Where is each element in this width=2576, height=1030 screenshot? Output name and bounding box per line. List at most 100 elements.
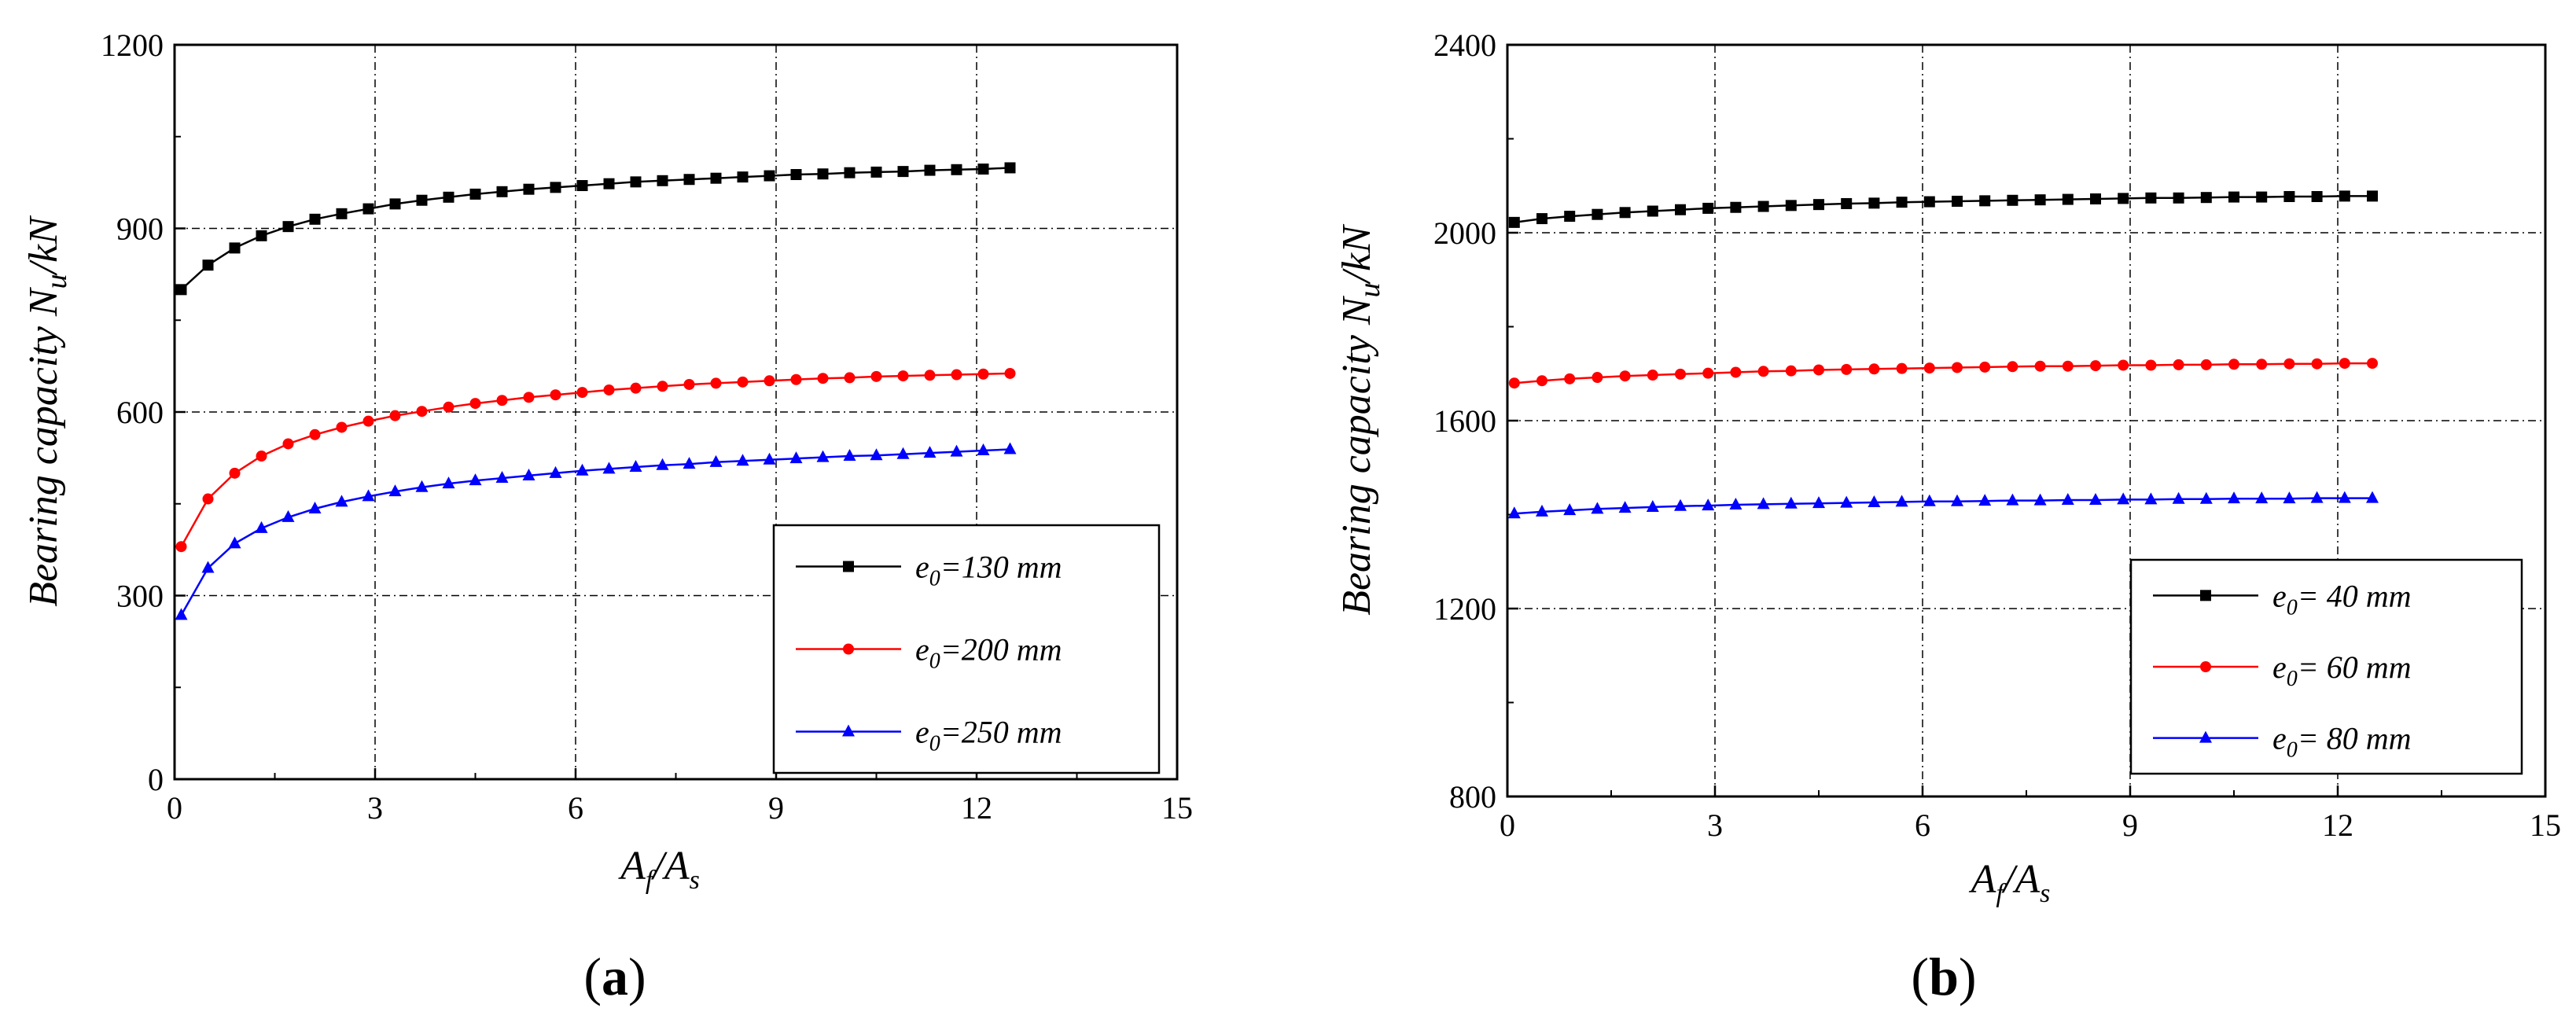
data-point	[1004, 162, 1016, 174]
x-tick-label: 9	[768, 790, 784, 826]
data-point	[2118, 193, 2129, 204]
data-point	[924, 370, 936, 381]
data-point	[202, 259, 214, 271]
legend-label: e0=130 mm	[915, 550, 1062, 591]
series-layer-a	[175, 162, 1017, 620]
data-point	[1868, 363, 1880, 375]
series-line-3	[1514, 497, 2372, 515]
data-point	[1812, 496, 1825, 509]
data-point	[389, 198, 401, 210]
data-point	[416, 406, 428, 418]
x-axis-label-main: A	[1969, 857, 1996, 902]
data-point	[2034, 360, 2046, 372]
legend-label: e0=200 mm	[915, 632, 1062, 674]
chart-panel-a: 0 3 6 9 12 15 0 300 600 900 1200 Bearing capacity …	[21, 28, 1193, 1006]
data-point	[576, 180, 588, 192]
legend-swatch-marker	[2200, 590, 2211, 601]
x-tick-label: 15	[1161, 790, 1193, 826]
data-point	[2283, 491, 2296, 504]
x-axis-label-b: Af/As	[1969, 857, 2051, 908]
data-point	[2006, 493, 2019, 506]
data-point	[1564, 211, 1576, 223]
chart-panel-b: 0 3 6 9 12 15 800 1200 1600 2000 2400 Bearing capa…	[1334, 28, 2561, 1006]
data-point	[2367, 358, 2378, 370]
data-point	[2090, 360, 2101, 372]
x-axis-label-sub2: s	[690, 866, 700, 895]
data-point	[1813, 364, 1824, 376]
data-point	[2172, 491, 2185, 504]
data-point	[2200, 359, 2212, 370]
data-point	[201, 561, 215, 573]
data-point	[683, 378, 695, 390]
data-point	[1702, 498, 1715, 511]
data-point	[523, 183, 535, 195]
x-tick-label: 0	[167, 790, 182, 826]
x-tick-label: 9	[2122, 807, 2138, 843]
data-point	[897, 166, 909, 178]
data-point	[924, 164, 936, 176]
data-point	[603, 384, 615, 395]
data-point	[2034, 194, 2046, 206]
data-point	[523, 392, 535, 403]
y-tick-label: 1600	[1433, 403, 1496, 439]
series-layer-b	[1507, 190, 2379, 519]
data-point	[1813, 199, 1824, 211]
x-axis-label-sub2: s	[2040, 879, 2050, 908]
data-point	[1757, 366, 1769, 377]
data-point	[362, 203, 374, 215]
data-point	[2145, 359, 2157, 371]
x-axis-label-sep: /A	[650, 844, 689, 888]
data-point	[736, 454, 749, 466]
data-point	[817, 373, 829, 384]
data-point	[2283, 358, 2295, 370]
data-point	[1647, 370, 1658, 381]
y-axis-label-main: Bearing capacity N	[1334, 295, 1379, 616]
data-point	[2173, 359, 2184, 370]
data-point	[308, 501, 322, 513]
data-point	[2173, 192, 2184, 204]
data-point	[1536, 213, 1547, 225]
x-tick-label: 3	[367, 790, 383, 826]
data-point	[1784, 496, 1798, 509]
data-point	[1592, 372, 1603, 384]
data-point	[710, 377, 722, 389]
data-point	[2145, 192, 2157, 204]
data-point	[362, 489, 375, 502]
data-point	[870, 448, 883, 461]
data-point	[1646, 499, 1659, 512]
data-point	[1563, 503, 1577, 516]
data-point	[1841, 363, 1853, 375]
data-point	[1979, 361, 1991, 373]
data-point	[1674, 498, 1687, 511]
data-point	[870, 166, 882, 178]
data-point	[469, 473, 482, 486]
data-point	[1868, 495, 1881, 507]
data-point	[1508, 377, 1520, 389]
data-point	[790, 169, 802, 181]
data-point	[550, 182, 561, 193]
data-point	[443, 191, 454, 203]
data-point	[1564, 373, 1576, 384]
data-point	[950, 444, 963, 457]
data-point	[495, 471, 509, 484]
axis-ticks-a: 0 3 6 9 12 15 0 300 600 900 1200	[101, 28, 1193, 826]
data-point	[1978, 494, 1992, 506]
legend-label: e0= 40 mm	[2272, 578, 2412, 620]
data-point	[1730, 201, 1742, 213]
y-axis-label-a: Bearing capacity Nu/kN	[21, 215, 73, 607]
data-point	[896, 447, 910, 459]
legend-swatch-marker	[843, 643, 854, 655]
legend-b: e0= 40 mm e0= 60 mm e0= 80 mm	[2129, 558, 2523, 775]
data-point	[1729, 497, 1742, 509]
x-tick-label: 15	[2530, 807, 2561, 843]
data-point	[1591, 502, 1604, 514]
data-point	[1675, 368, 1686, 380]
legend-swatch-marker	[2200, 661, 2211, 672]
data-point	[1757, 497, 1770, 509]
axis-ticks-b: 0 3 6 9 12 15 800 1200 1600 2000 2400	[1433, 28, 2561, 843]
data-point	[202, 493, 214, 505]
data-point	[1619, 207, 1631, 219]
data-point	[416, 194, 428, 206]
data-point	[1536, 375, 1547, 387]
